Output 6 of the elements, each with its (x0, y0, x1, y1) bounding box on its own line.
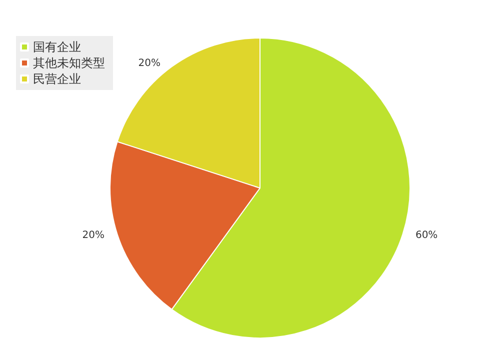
data-label: 20% (82, 230, 105, 242)
legend-label: 民营企业 (33, 72, 81, 86)
data-label: 60% (415, 230, 438, 242)
data-label: 20% (138, 58, 160, 69)
legend-label: 其他未知类型 (33, 56, 105, 70)
legend-label: 国有企业 (33, 40, 81, 54)
